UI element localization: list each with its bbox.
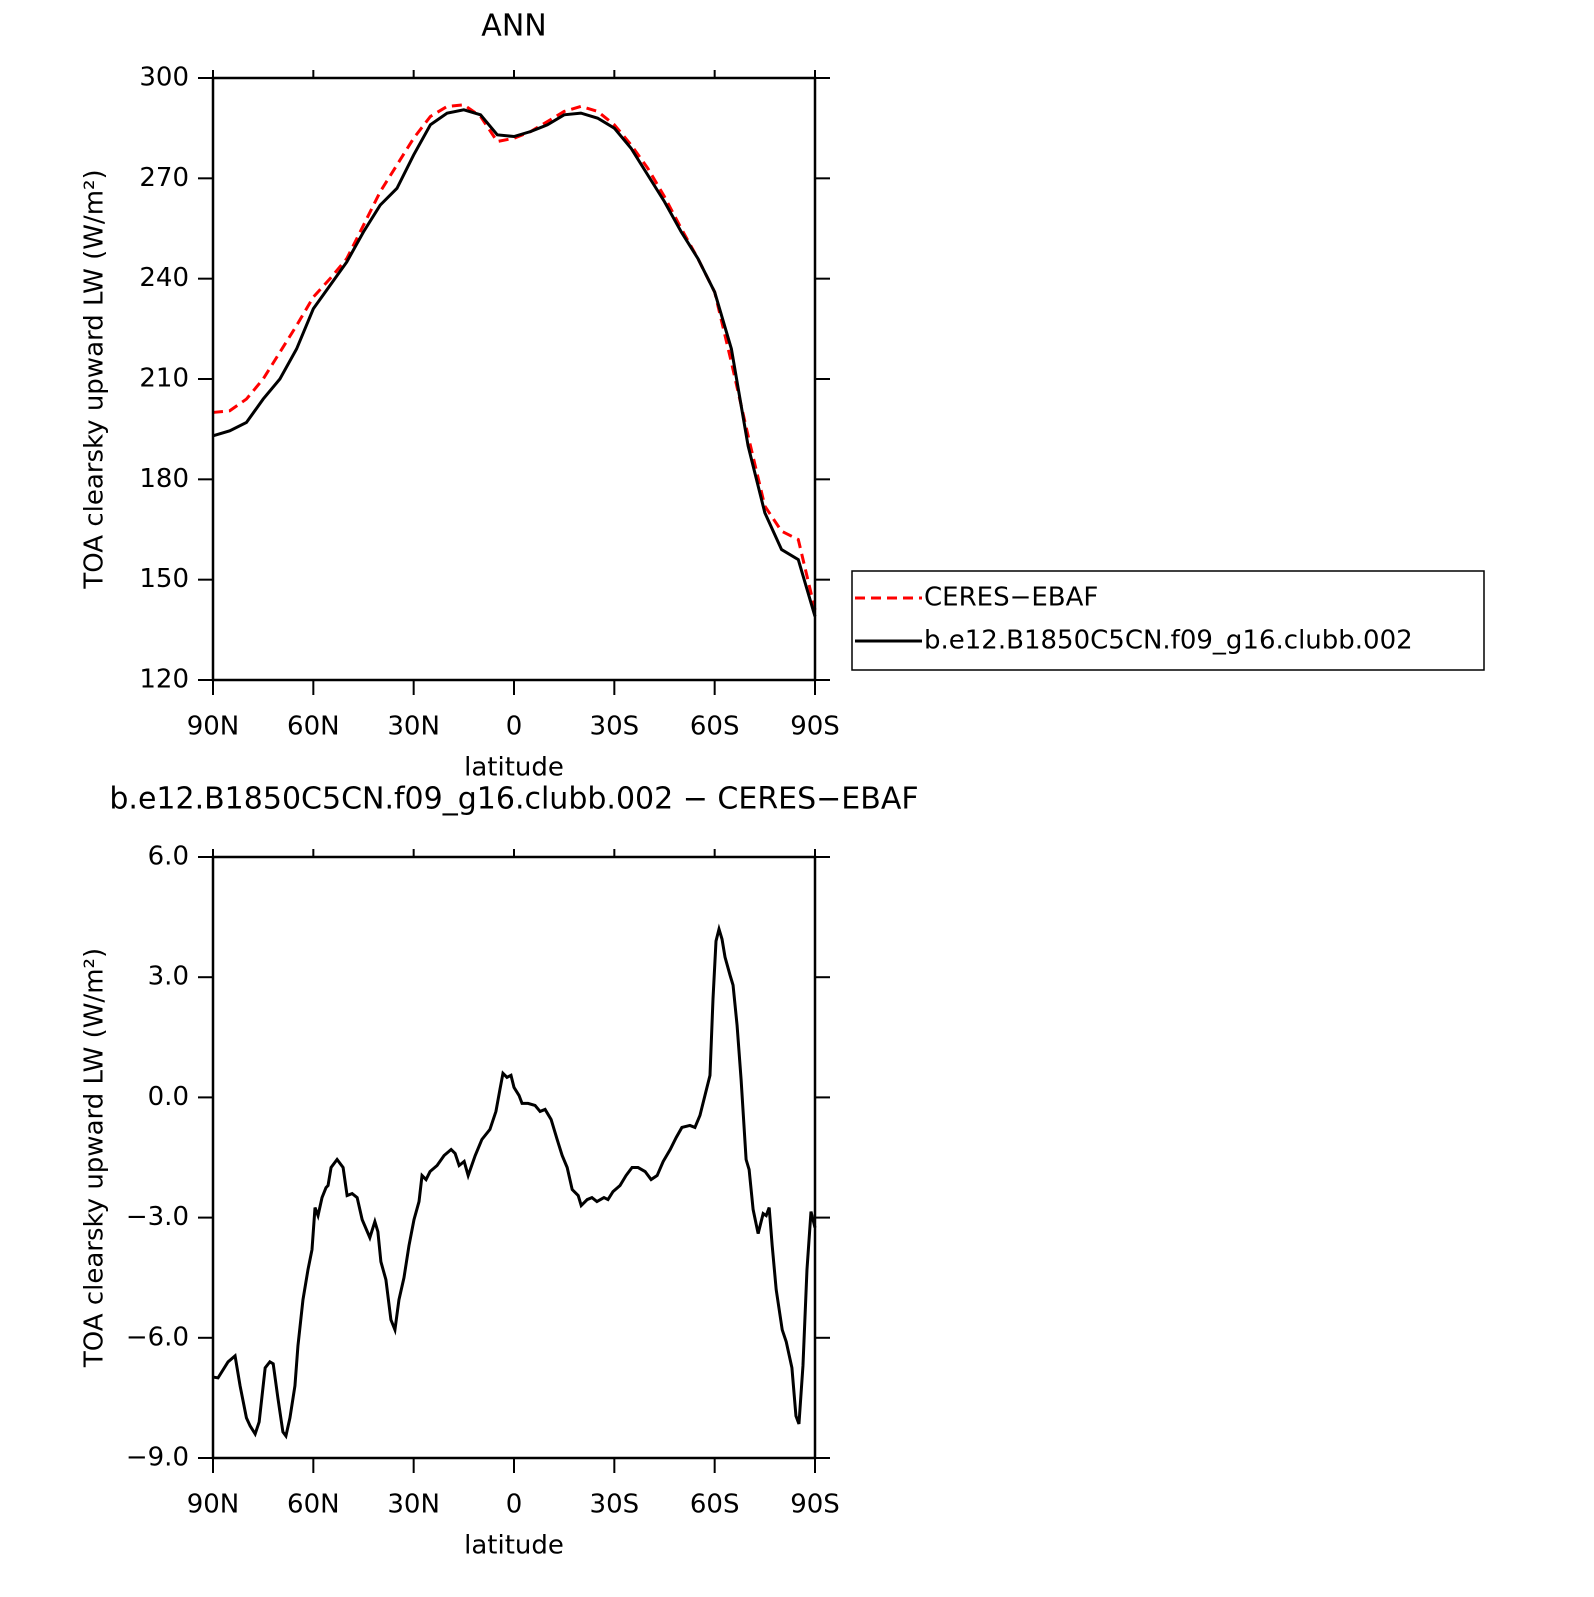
y-tick-label: 150 (139, 564, 189, 594)
y-tick-label: −9.0 (126, 1443, 189, 1473)
y-tick-label: 270 (139, 163, 189, 193)
y-axis-label: TOA clearsky upward LW (W/m²) (80, 169, 110, 589)
x-tick-label: 60N (287, 712, 340, 742)
legend-label: b.e12.B1850C5CN.f09_g16.clubb.002 (924, 626, 1413, 656)
data-line (212, 103, 817, 611)
x-tick-label: 30N (387, 712, 440, 742)
y-tick-label: 240 (139, 263, 189, 293)
data-line (212, 108, 817, 617)
x-tick-label: 90N (187, 712, 240, 742)
x-axis-label: latitude (464, 753, 564, 783)
x-tick-label: 60S (690, 712, 740, 742)
y-tick-label: 3.0 (148, 962, 189, 992)
plot-frame (211, 855, 817, 1460)
x-tick-label: 30N (387, 1490, 440, 1520)
x-tick-label: 90S (790, 712, 840, 742)
x-tick-label: 0 (506, 1490, 523, 1520)
x-tick-label: 30S (590, 1490, 640, 1520)
x-tick-label: 90S (790, 1490, 840, 1520)
y-tick-label: 210 (139, 364, 189, 394)
y-tick-label: 6.0 (148, 842, 189, 872)
y-tick-label: 180 (139, 464, 189, 494)
x-tick-label: 60S (690, 1490, 740, 1520)
y-tick-label: −6.0 (126, 1322, 189, 1352)
data-line (212, 923, 817, 1440)
y-tick-label: 300 (139, 63, 189, 93)
plot-frame (211, 76, 817, 682)
chart-title: ANN (481, 9, 546, 44)
y-tick-label: −3.0 (126, 1202, 189, 1232)
chart-title: b.e12.B1850C5CN.f09_g16.clubb.002 − CERE… (109, 782, 918, 817)
x-tick-label: 90N (187, 1490, 240, 1520)
y-axis-label: TOA clearsky upward LW (W/m²) (80, 948, 110, 1368)
y-tick-label: 0.0 (148, 1082, 189, 1112)
x-tick-label: 60N (287, 1490, 340, 1520)
y-tick-label: 120 (139, 665, 189, 695)
legend-label: CERES−EBAF (924, 583, 1098, 613)
x-tick-label: 30S (590, 712, 640, 742)
x-axis-label: latitude (464, 1531, 564, 1561)
x-tick-label: 0 (506, 712, 523, 742)
legend-box (851, 570, 1485, 671)
